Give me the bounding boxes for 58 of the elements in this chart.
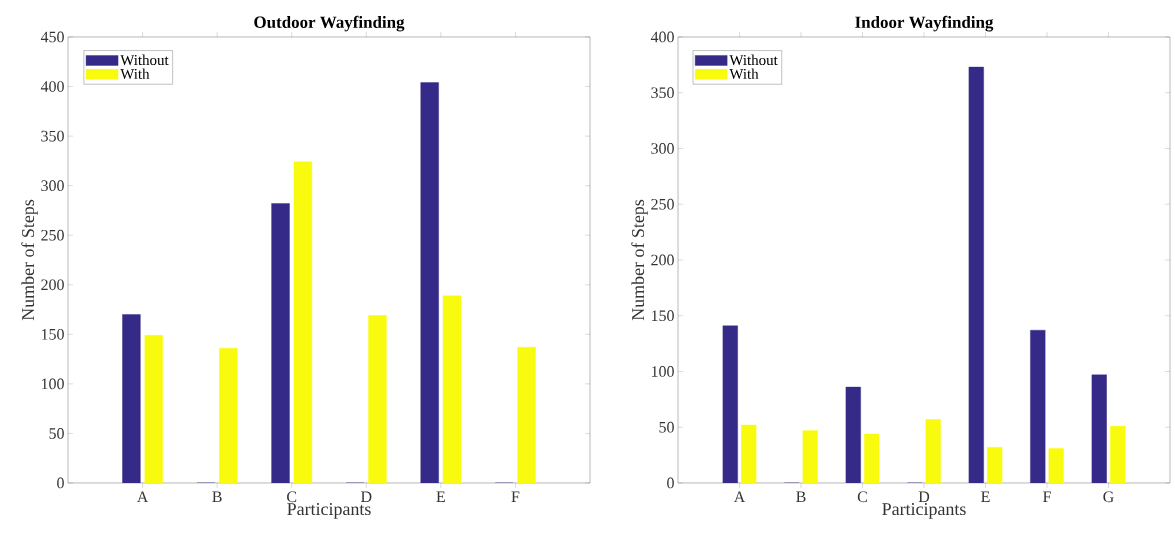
legend-label: With: [120, 68, 150, 79]
y-axis-title: Number of Steps: [21, 199, 38, 321]
y-tick-label: 350: [41, 130, 64, 142]
x-tick-label: G: [1103, 491, 1114, 503]
x-tick-label: F: [511, 491, 520, 502]
y-tick-label: 200: [651, 254, 674, 266]
x-axis-title: Participants: [287, 503, 371, 519]
bar: [293, 161, 313, 483]
y-tick-label: 400: [40, 81, 64, 92]
bar: [741, 424, 757, 483]
x-tick-label: A: [733, 491, 746, 503]
chart-title: Indoor Wayfinding: [855, 15, 994, 32]
y-tick-label: 150: [41, 328, 64, 340]
x-tick-label: D: [360, 491, 372, 502]
y-tick-label: 300: [41, 180, 64, 192]
y-tick-label: 100: [651, 366, 674, 377]
y-tick-label: 400: [650, 31, 674, 43]
bar: [368, 315, 387, 483]
legend-label: Without: [120, 54, 169, 66]
x-tick-label: E: [436, 491, 445, 502]
y-tick-label: 300: [651, 143, 674, 154]
bar: [517, 347, 536, 483]
y-tick-label: 450: [40, 31, 64, 43]
x-tick-label: C: [857, 491, 867, 503]
y-tick-label: 150: [651, 310, 674, 322]
chart-title: Outdoor Wayfinding: [254, 15, 405, 32]
bar: [420, 82, 439, 483]
bar: [925, 419, 941, 483]
bar: [442, 295, 462, 483]
x-tick-label: B: [796, 491, 806, 502]
x-tick-label: B: [212, 491, 222, 502]
y-tick-label: 0: [57, 477, 64, 489]
y-tick-label: 200: [41, 279, 64, 291]
bar: [987, 447, 1003, 483]
bar: [1110, 425, 1126, 483]
y-tick-label: 250: [41, 229, 64, 241]
y-tick-label: 0: [667, 477, 674, 489]
x-tick-label: A: [136, 491, 149, 503]
bar: [864, 433, 880, 483]
bar: [1048, 448, 1064, 483]
bar: [802, 430, 818, 483]
x-tick-label: E: [981, 491, 990, 502]
legend-label: Without: [729, 54, 778, 66]
x-tick-label: C: [287, 491, 297, 503]
y-tick-label: 50: [659, 421, 674, 433]
bar: [271, 203, 290, 483]
bar: [144, 335, 163, 483]
y-tick-label: 350: [651, 87, 674, 99]
bar: [122, 314, 141, 483]
y-tick-label: 250: [651, 198, 674, 210]
y-tick-label: 50: [49, 428, 64, 439]
legend-label: With: [729, 68, 759, 79]
x-tick-label: F: [1043, 491, 1051, 502]
x-tick-label: D: [918, 491, 930, 502]
x-axis-title: Participants: [882, 503, 966, 519]
y-tick-label: 100: [41, 378, 64, 390]
y-axis-title: Number of Steps: [631, 199, 648, 321]
bar: [219, 347, 238, 483]
